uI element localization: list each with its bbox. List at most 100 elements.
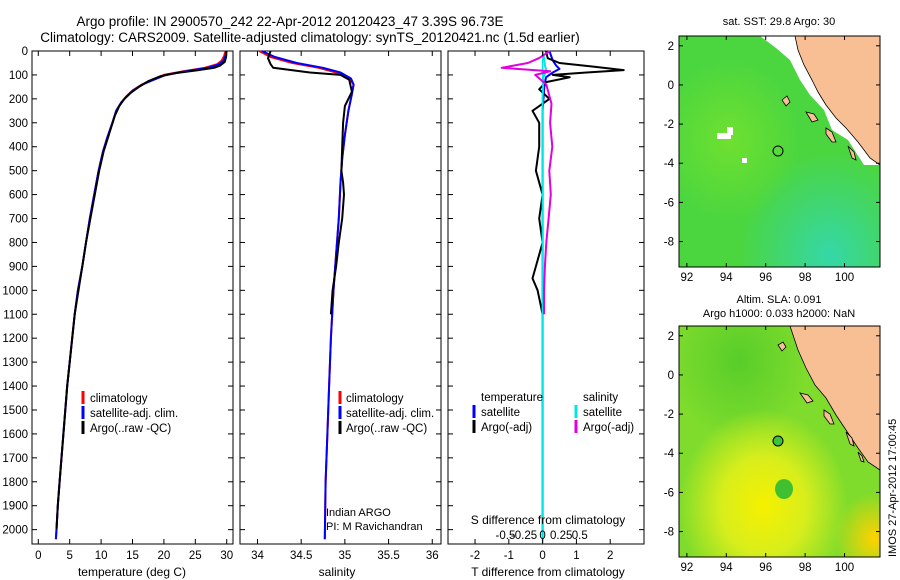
- map-y-tick-label: 2: [668, 41, 674, 53]
- sla-land-islands: [777, 341, 865, 463]
- map-x-tick-label: 96: [759, 562, 772, 574]
- legend-argo: Argo(..raw -QC): [90, 423, 171, 435]
- difference-plot-frame: [447, 50, 645, 545]
- sla-map-panel: Altim. SLA: 0.091 Argo h1000: 0.033 h200…: [664, 294, 881, 574]
- difference-series-1: [531, 50, 625, 315]
- map-x-tick-label: 98: [799, 272, 812, 284]
- depth-tick-label: 0: [22, 46, 28, 58]
- x-tick-label: 36: [426, 550, 439, 562]
- s-difference-label: S difference from climatology: [471, 513, 626, 527]
- difference-series-2: [541, 50, 548, 540]
- depth-tick-label: 200: [9, 94, 28, 106]
- x-tick-label: -2: [470, 550, 480, 562]
- map-y-tick-label: -4: [664, 448, 675, 460]
- x-tick-label: 1: [573, 550, 579, 562]
- depth-tick-label: 1300: [2, 357, 28, 369]
- legend-argo: Argo(..raw -QC): [346, 423, 427, 435]
- sst-land-sumatra: [794, 36, 880, 166]
- map-y-tick-label: -6: [664, 487, 674, 499]
- map-y-tick-label: -6: [664, 197, 674, 209]
- temperature-legend: climatology satellite-adj. clim. Argo(..…: [81, 391, 178, 435]
- map-y-tick-label: -8: [664, 237, 674, 249]
- map-x-tick-label: 94: [720, 562, 733, 574]
- s-tick-label: -0.25: [511, 530, 537, 542]
- depth-tick-label: 1400: [2, 381, 28, 393]
- map-y-tick-label: -2: [664, 409, 674, 421]
- x-tick-label: 20: [158, 550, 171, 562]
- x-tick-label: 34.5: [290, 550, 312, 562]
- difference-series-3: [500, 50, 554, 315]
- depth-tick-label: 500: [9, 166, 28, 178]
- legend-satellite-adj: satellite-adj. clim.: [90, 408, 178, 420]
- legend-climatology: climatology: [346, 393, 404, 405]
- depth-tick-label: 400: [9, 142, 28, 154]
- map-x-tick-label: 96: [759, 272, 772, 284]
- legend-title-temperature: temperature: [481, 392, 543, 404]
- map-y-tick-label: -4: [664, 158, 675, 170]
- temperature-plot-frame: [31, 50, 234, 545]
- sla-map-title: Altim. SLA: 0.091: [737, 294, 822, 306]
- sst-map-panel: sat. SST: 29.8 Argo: 30 92 94 96 98 100 2 0 -2 -…: [664, 16, 881, 284]
- depth-tick-label: 900: [9, 261, 28, 273]
- sla-map-field: [679, 326, 880, 557]
- temperature-x-axis-label: temperature (deg C): [78, 565, 186, 579]
- map-y-tick-label: 2: [668, 331, 674, 343]
- sla-argo-marker: [772, 435, 784, 447]
- temperature-panel: 0 5 10 15 20 25 30 temperature (deg C) climato…: [31, 50, 234, 579]
- annotation-pi: PI: M Ravichandran: [326, 521, 423, 533]
- sst-map-frame: [678, 35, 881, 268]
- map-y-tick-label: -8: [664, 527, 674, 539]
- map-x-tick-label: 92: [680, 562, 693, 574]
- title-line-2: Climatology: CARS2009. Satellite-adjuste…: [40, 30, 580, 45]
- legend-s-satellite: satellite: [583, 407, 622, 419]
- map-y-tick-label: 0: [668, 80, 674, 92]
- x-tick-label: 25: [189, 550, 202, 562]
- depth-tick-label: 1600: [2, 429, 28, 441]
- depth-tick-label: 1000: [2, 285, 28, 297]
- depth-tick-label: 1500: [2, 405, 28, 417]
- sla-map-frame: [678, 325, 881, 558]
- legend-t-argo: Argo(-adj): [481, 422, 532, 434]
- map-x-tick-label: 94: [720, 272, 733, 284]
- annotation-program: Indian ARGO: [326, 507, 391, 519]
- sst-map-field: [679, 36, 880, 267]
- map-x-tick-label: 92: [680, 272, 693, 284]
- x-tick-label: 10: [95, 550, 108, 562]
- s-tick-label: 0: [539, 530, 545, 542]
- depth-tick-label: 600: [9, 190, 28, 202]
- title-line-1: Argo profile: IN 2900570_242 22-Apr-2012…: [76, 14, 503, 29]
- x-tick-label: 5: [66, 550, 72, 562]
- salinity-plot-frame: [239, 50, 442, 545]
- sst-map-title: sat. SST: 29.8 Argo: 30: [723, 16, 836, 28]
- depth-axis: 0 100 200 300 400 500 600 700 800 900 1000 1100 1200…: [2, 46, 28, 537]
- t-difference-x-axis-label: T difference from climatology: [471, 565, 625, 579]
- s-tick-label: -0.5: [496, 530, 516, 542]
- x-tick-label: 15: [126, 550, 139, 562]
- difference-legend: temperature salinity satellite Argo(-adj…: [472, 392, 634, 434]
- s-tick-label: 0.5: [572, 530, 588, 542]
- map-y-tick-label: 0: [668, 370, 674, 382]
- depth-tick-label: 1700: [2, 453, 28, 465]
- x-tick-label: -1: [504, 550, 514, 562]
- salinity-panel: 34 34.5 35 35.5 36 salinity climatology sate…: [239, 50, 442, 579]
- x-tick-label: 0: [35, 550, 41, 562]
- map-y-tick-label: -2: [664, 119, 674, 131]
- depth-tick-label: 1100: [3, 309, 28, 321]
- x-tick-label: 2: [607, 550, 613, 562]
- imos-timestamp-label: IMOS 27-Apr-2012 17:00:45: [887, 419, 899, 557]
- x-tick-label: 35.5: [377, 550, 399, 562]
- x-tick-label: 34: [251, 550, 264, 562]
- map-x-tick-label: 98: [799, 562, 812, 574]
- map-x-tick-label: 100: [835, 562, 854, 574]
- depth-tick-label: 2000: [2, 525, 28, 537]
- legend-title-salinity: salinity: [583, 392, 618, 404]
- sla-map-subtitle: Argo h1000: 0.033 h2000: NaN: [703, 308, 855, 320]
- depth-tick-label: 300: [9, 118, 28, 130]
- sst-land-islands: [781, 95, 857, 161]
- x-tick-label: 30: [220, 550, 233, 562]
- depth-tick-label: 800: [9, 237, 28, 249]
- legend-climatology: climatology: [90, 393, 148, 405]
- x-tick-label: 35: [338, 550, 351, 562]
- salinity-legend: climatology satellite-adj. clim. Argo(..…: [338, 391, 434, 435]
